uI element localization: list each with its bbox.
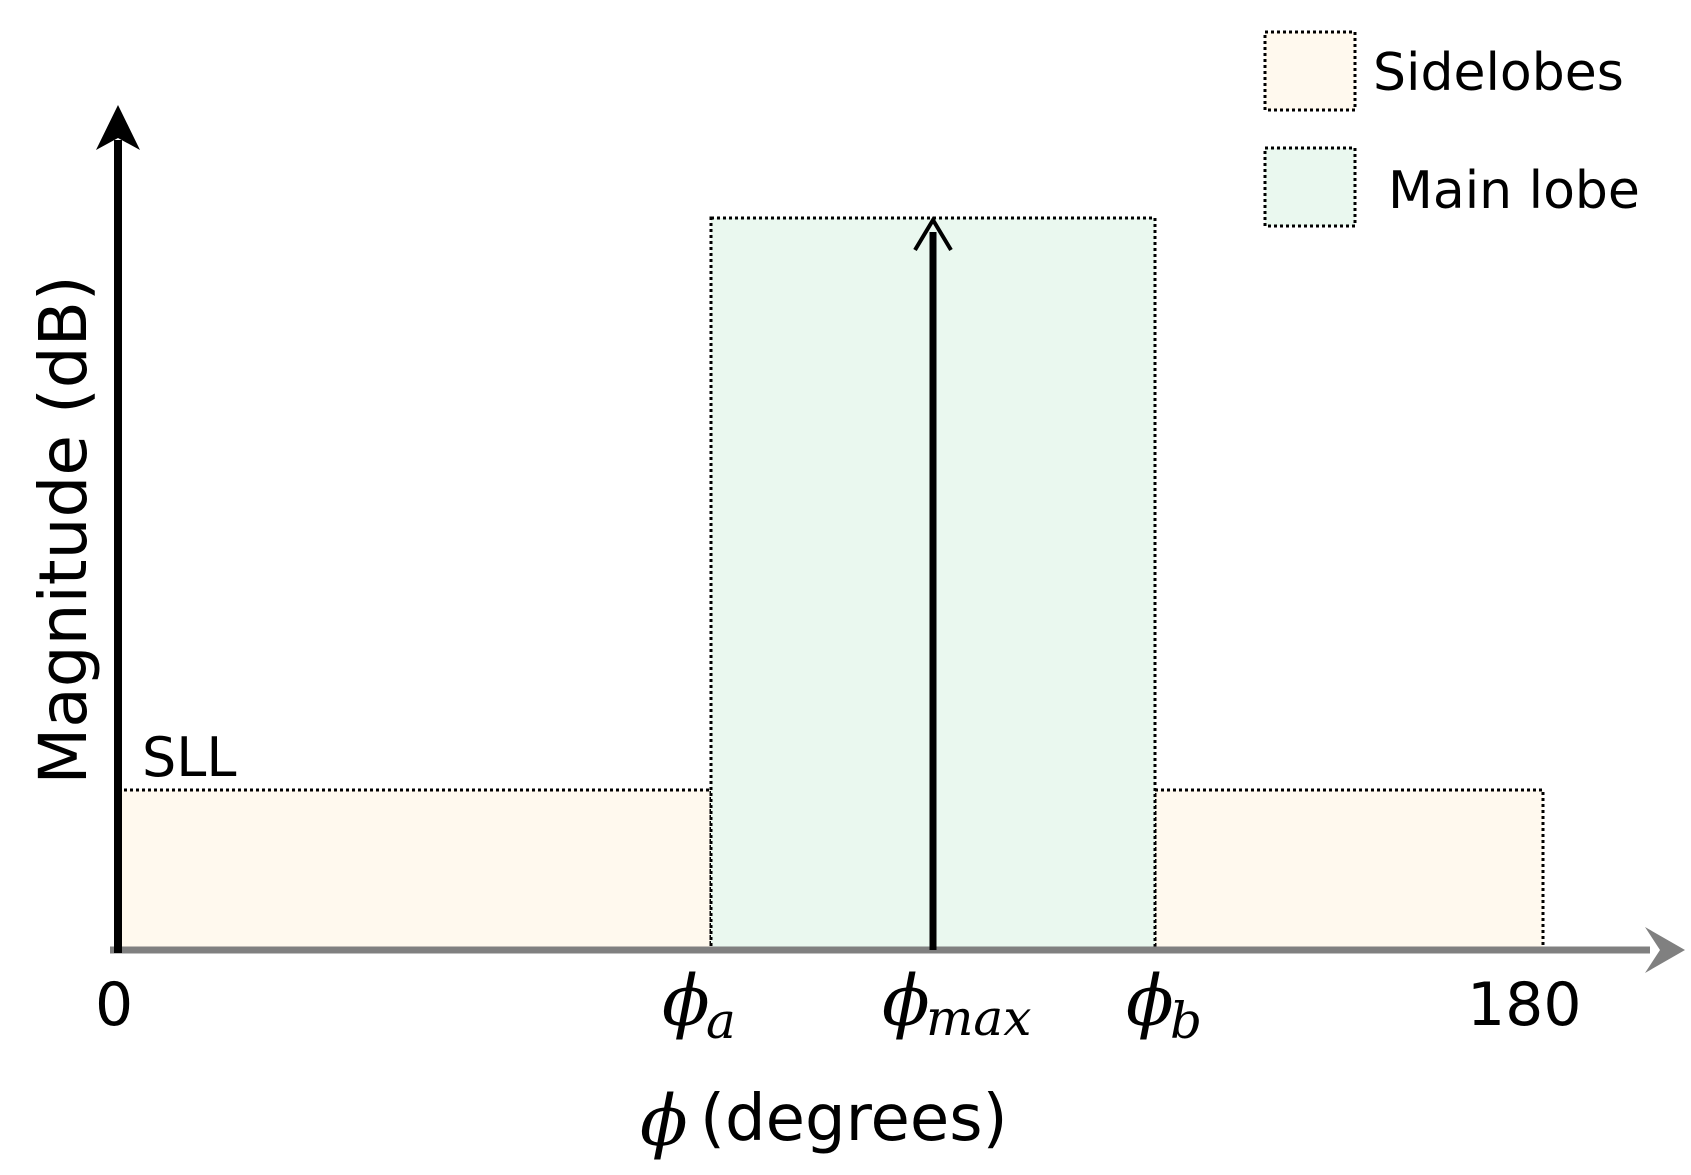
svg-text:(degrees): (degrees) — [700, 1082, 1008, 1156]
legend-swatch-sidelobes — [1263, 30, 1357, 112]
tick-label-180: 180 — [1467, 970, 1582, 1040]
legend: Sidelobes Main lobe — [1263, 30, 1640, 228]
tick-label-zero: 0 — [95, 970, 133, 1040]
legend-label-sidelobes: Sidelobes — [1373, 43, 1624, 103]
sidelobe-region-left — [116, 788, 713, 950]
legend-label-main-lobe: Main lobe — [1388, 161, 1640, 221]
tick-label-phi-b: ϕ b — [1126, 960, 1202, 1050]
sll-label: SLL — [142, 726, 236, 789]
phi-max-arrowhead — [913, 216, 953, 252]
svg-text:ϕ: ϕ — [882, 960, 930, 1042]
svg-text:ϕ: ϕ — [640, 1080, 688, 1162]
svg-text:max: max — [926, 989, 1031, 1047]
svg-text:ϕ: ϕ — [1126, 960, 1174, 1042]
y-axis-arrowhead — [96, 105, 140, 150]
y-axis-label: Magnitude (dB) — [25, 275, 102, 784]
sidelobe-region-right — [1153, 788, 1545, 950]
x-axis-arrowhead — [1645, 927, 1685, 973]
legend-swatch-main-lobe — [1263, 146, 1357, 228]
tick-label-phi-max: ϕ max — [882, 960, 1031, 1047]
svg-text:b: b — [1170, 992, 1202, 1050]
x-axis-label: ϕ (degrees) — [640, 1080, 1008, 1162]
tick-label-phi-a: ϕ a — [662, 960, 736, 1050]
svg-text:a: a — [706, 992, 736, 1050]
svg-text:ϕ: ϕ — [662, 960, 710, 1042]
